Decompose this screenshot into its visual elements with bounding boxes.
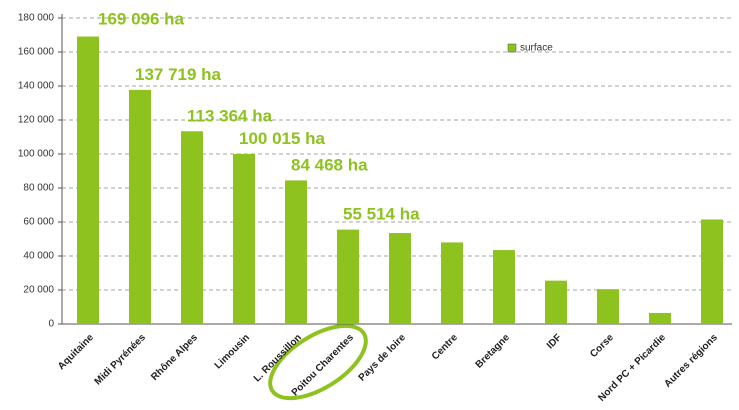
x-tick-label: Autres régions [662,332,720,390]
value-label: 169 096 ha [98,10,185,29]
bar [337,229,359,324]
legend-label: surface [520,43,553,54]
value-label: 100 015 ha [239,129,326,148]
x-tick-label: L. Roussillon [252,332,304,384]
bar [233,153,255,324]
value-label: 84 468 ha [291,155,368,174]
y-tick-label: 120 000 [18,115,55,126]
x-tick-label: Centre [430,332,460,362]
bar [493,250,515,324]
bar [701,219,723,324]
bar [441,242,463,324]
bar [129,89,151,324]
x-tick-label: Rhône Alpes [149,332,200,383]
bar [545,280,567,324]
value-label: 55 514 ha [343,205,420,224]
y-tick-label: 80 000 [23,183,54,194]
y-tick-label: 60 000 [23,217,54,228]
x-tick-label: Aquitaine [56,332,96,372]
y-tick-label: 20 000 [23,285,54,296]
bar [649,312,671,324]
bar [389,233,411,324]
value-label: 113 364 ha [187,106,273,125]
y-tick-label: 40 000 [23,251,54,262]
bar [181,131,203,324]
y-tick-label: 140 000 [18,81,55,92]
x-tick-label: Bretagne [474,332,513,371]
bar [77,36,99,324]
x-tick-label: IDF [545,332,564,351]
x-tick-label: Midi Pyrénées [93,332,149,388]
value-label: 137 719 ha [135,65,222,84]
bar [285,180,307,324]
highlight-circle [268,323,368,401]
legend-swatch [507,43,517,53]
y-tick-label: 160 000 [18,47,55,58]
y-tick-label: 0 [48,319,54,330]
x-tick-label: Limousin [213,332,252,371]
y-tick-label: 100 000 [18,149,55,160]
x-tick-label: Corse [588,332,616,360]
bar [597,289,619,324]
y-tick-label: 180 000 [18,13,55,24]
